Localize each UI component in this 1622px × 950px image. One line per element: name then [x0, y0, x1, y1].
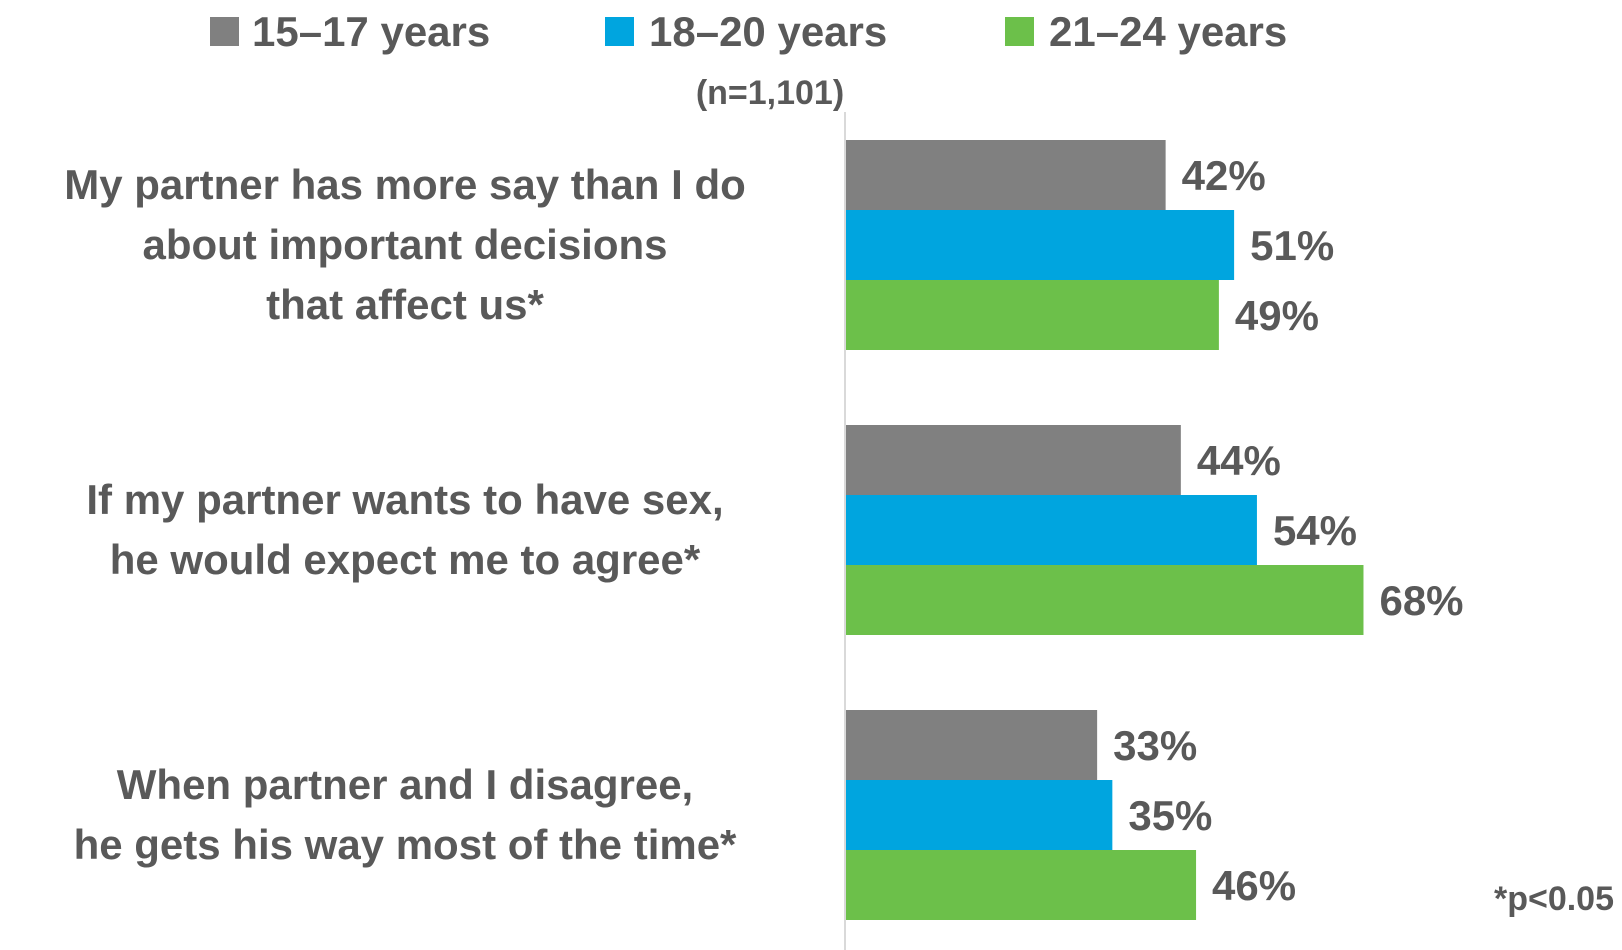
legend-swatch-1 — [210, 17, 239, 46]
value-label-cat1-series2: 51% — [1250, 222, 1334, 269]
value-label-cat3-series3: 46% — [1212, 862, 1296, 909]
value-label-cat1-series1: 42% — [1182, 152, 1266, 199]
category-label-3-line-2: he gets his way most of the time* — [74, 821, 737, 868]
value-label-cat2-series1: 44% — [1197, 437, 1281, 484]
legend-swatch-3 — [1005, 17, 1034, 46]
value-label-cat2-series3: 68% — [1379, 577, 1463, 624]
legend-label-2: 18–20 years — [649, 8, 887, 55]
legend-label-1: 15–17 years — [252, 8, 490, 55]
bar-cat2-series3 — [846, 565, 1363, 635]
legend-swatch-2 — [605, 17, 634, 46]
category-labels: My partner has more say than I do about i… — [64, 161, 746, 868]
bar-cat2-series1 — [846, 425, 1181, 495]
sample-size-note: (n=1,101) — [696, 74, 844, 112]
category-label-1-line-1: My partner has more say than I do — [64, 161, 746, 208]
category-label-1-line-3: that affect us* — [266, 281, 544, 328]
significance-footnote: *p<0.05 — [1494, 880, 1614, 918]
bar-cat1-series3 — [846, 280, 1219, 350]
bar-cat1-series2 — [846, 210, 1234, 280]
bar-cat1-series1 — [846, 140, 1166, 210]
chart-legend: 15–17 years 18–20 years 21–24 years — [210, 8, 1287, 55]
bar-cat3-series2 — [846, 780, 1112, 850]
category-label-3-line-1: When partner and I disagree, — [117, 761, 693, 808]
value-label-cat2-series2: 54% — [1273, 507, 1357, 554]
value-label-cat3-series2: 35% — [1128, 792, 1212, 839]
category-label-1-line-2: about important decisions — [142, 221, 667, 268]
legend-label-3: 21–24 years — [1049, 8, 1287, 55]
category-label-2-line-1: If my partner wants to have sex, — [86, 476, 723, 523]
value-label-cat1-series3: 49% — [1235, 292, 1319, 339]
bar-cat3-series1 — [846, 710, 1097, 780]
bar-cat3-series3 — [846, 850, 1196, 920]
category-label-2-line-2: he would expect me to agree* — [110, 536, 701, 583]
bar-cat2-series2 — [846, 495, 1257, 565]
value-label-cat3-series1: 33% — [1113, 722, 1197, 769]
